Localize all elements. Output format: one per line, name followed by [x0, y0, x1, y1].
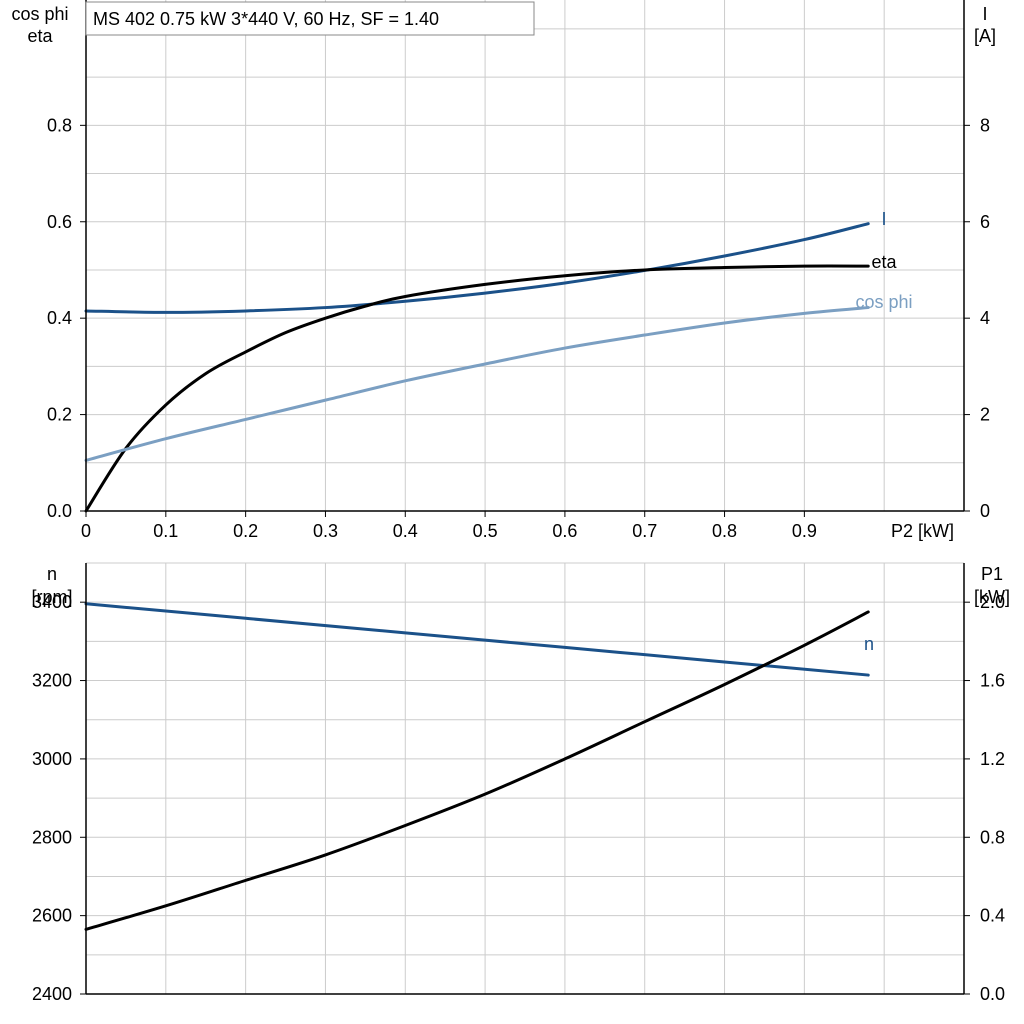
bottom-right-tick-label: 1.2 [980, 749, 1005, 769]
bottom-series [84, 602, 870, 931]
bottom-right-tick-label: 1.6 [980, 671, 1005, 691]
top-right-axis-title-1: I [982, 4, 987, 24]
top-left-axis-title-2: eta [27, 26, 53, 46]
top-left-tick-label: 0.4 [47, 308, 72, 328]
bottom-right-axis-title-2: [kW] [974, 587, 1010, 607]
x-tick-label: 0.7 [632, 521, 657, 541]
bottom-left-axis-title-1: n [47, 564, 57, 584]
top-right-tick-label: 2 [980, 405, 990, 425]
x-tick-label: 0.3 [313, 521, 338, 541]
title-box [85, 1, 535, 36]
bottom-left-tick-label: 2800 [32, 827, 72, 847]
bottom-right-tick-label: 0.4 [980, 906, 1005, 926]
x-axis-label: P2 [kW] [891, 521, 954, 541]
top-right-tick-label: 4 [980, 308, 990, 328]
curve-label-n: n [864, 634, 874, 654]
x-tick-label: 0 [81, 521, 91, 541]
top-series [84, 222, 870, 513]
x-tick-label: 0.5 [473, 521, 498, 541]
chart-title: MS 402 0.75 kW 3*440 V, 60 Hz, SF = 1.40 [93, 9, 439, 29]
curve-label-i: I [881, 209, 886, 229]
bottom-left-tick-label: 3400 [32, 592, 72, 612]
bottom-left-tick-label: 2400 [32, 984, 72, 1004]
bottom-left-tick-label: 3000 [32, 749, 72, 769]
bottom-grid [86, 562, 964, 994]
top-grid [86, 0, 964, 511]
series-cos-phi-line [84, 306, 870, 462]
bottom-right-tick-label: 0.8 [980, 827, 1005, 847]
top-left-tick-label: 0.2 [47, 405, 72, 425]
top-right-tick-label: 6 [980, 212, 990, 232]
curve-label-eta: eta [871, 252, 897, 272]
bottom-left-axis-title-2: [rpm] [31, 587, 72, 607]
top-axes: 0.0 0.2 0.4 0.6 0.8 0 2 4 6 8 0 0.1 0.2 0.3 0.4 0.5 0.6 0… [47, 0, 990, 541]
series-i-line [84, 222, 870, 314]
bottom-right-axis-title-1: P1 [981, 564, 1003, 584]
x-tick-label: 0.1 [153, 521, 178, 541]
series-eta-line [84, 264, 870, 513]
x-tick-label: 0.8 [712, 521, 737, 541]
x-tick-label: 0.4 [393, 521, 418, 541]
top-right-axis-title-2: [A] [974, 26, 996, 46]
series-p1-line [84, 610, 870, 931]
x-tick-label: 0.6 [552, 521, 577, 541]
x-tick-label: 0.9 [792, 521, 817, 541]
bottom-left-tick-label: 3200 [32, 671, 72, 691]
top-left-tick-label: 0.0 [47, 501, 72, 521]
top-left-tick-label: 0.6 [47, 212, 72, 232]
top-right-tick-label: 0 [980, 501, 990, 521]
x-tick-label: 0.2 [233, 521, 258, 541]
curve-label-cos-phi: cos phi [855, 292, 912, 312]
bottom-right-tick-label: 2.0 [980, 592, 1005, 612]
bottom-axes: 2400 2600 2800 3000 3200 3400 0.0 0.4 0.8 1.2 1.6 2… [32, 563, 1005, 1004]
bottom-left-tick-label: 2600 [32, 906, 72, 926]
top-left-axis-title-1: cos phi [11, 4, 68, 24]
bottom-right-tick-label: 0.0 [980, 984, 1005, 1004]
top-left-tick-label: 0.8 [47, 115, 72, 135]
top-right-tick-label: 8 [980, 115, 990, 135]
series-n-line [84, 602, 870, 677]
